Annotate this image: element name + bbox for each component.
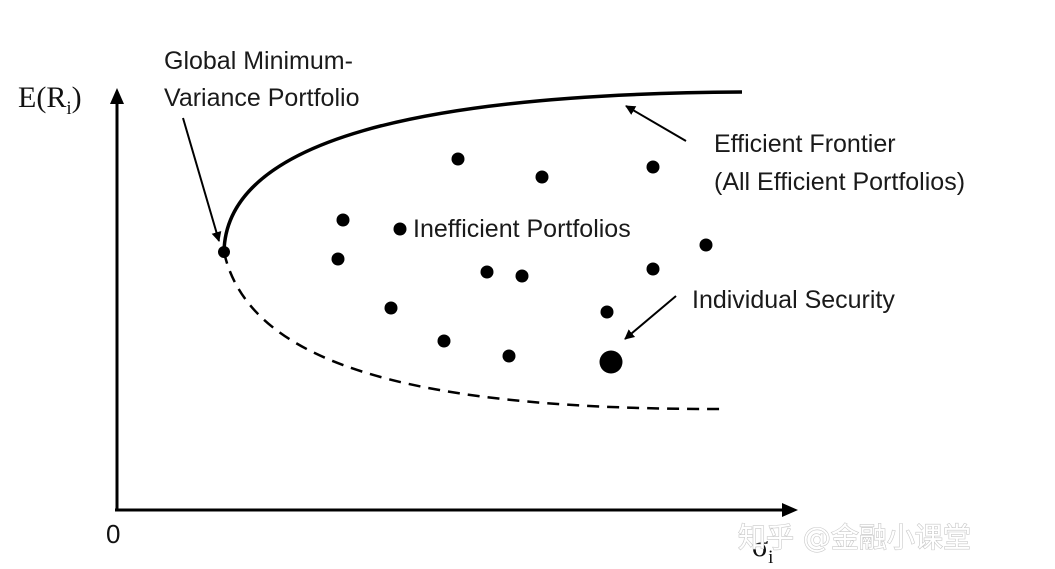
watermark: 知乎 @金融小课堂 <box>738 521 971 554</box>
portfolio-dot <box>699 238 713 252</box>
y-axis-arrow-icon <box>110 88 124 104</box>
frontier-pointer-arrow <box>625 105 687 142</box>
portfolio-dots <box>331 152 713 363</box>
portfolio-dot <box>384 301 398 315</box>
portfolio-dot <box>600 305 614 319</box>
portfolio-dot <box>336 213 350 227</box>
portfolio-dot <box>535 170 549 184</box>
portfolio-dot <box>646 160 660 174</box>
portfolio-dot <box>502 349 516 363</box>
y-axis-label: E(Ri) <box>18 81 82 119</box>
individual-security-dot <box>599 350 623 374</box>
x-axis-label: σi <box>752 530 773 568</box>
security-pointer-arrow <box>624 295 677 340</box>
gmv-point <box>218 246 230 258</box>
portfolio-dot <box>646 262 660 276</box>
portfolio-dot <box>437 334 451 348</box>
inefficient-label: Inefficient Portfolios <box>413 215 631 243</box>
individual-security-label: Individual Security <box>692 286 895 314</box>
gmv-label-line1: Global Minimum- <box>164 47 353 75</box>
frontier-label-line1: Efficient Frontier <box>714 130 896 158</box>
portfolio-dot <box>393 222 407 236</box>
portfolio-dot <box>451 152 465 166</box>
portfolio-dot <box>480 265 494 279</box>
gmv-pointer-arrow <box>182 117 222 242</box>
x-axis-arrow-icon <box>782 503 798 517</box>
gmv-label-line2: Variance Portfolio <box>164 84 359 112</box>
portfolio-dot <box>331 252 345 266</box>
inefficient-frontier-curve <box>222 251 728 411</box>
origin-label: 0 <box>106 519 120 549</box>
portfolio-dot <box>515 269 529 283</box>
frontier-label-line2: (All Efficient Portfolios) <box>714 168 965 196</box>
efficient-frontier-curve <box>222 90 743 253</box>
